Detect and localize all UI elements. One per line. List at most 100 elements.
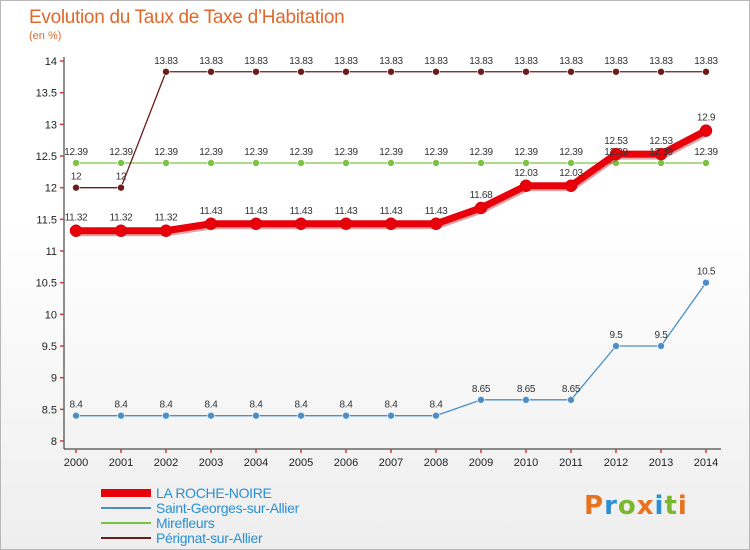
data-label: 12.39: [64, 147, 88, 158]
data-point: [162, 411, 170, 420]
data-point: [657, 159, 665, 167]
data-point: [432, 411, 440, 420]
data-label: 8.4: [429, 400, 443, 411]
proxiti-logo: Proxiti: [584, 491, 688, 521]
data-point: [567, 67, 575, 76]
series-line: [76, 282, 707, 417]
chart-data-labels: 11.32 11.32 11.32 11.43 11.43 11.43 11.43 11.43…: [64, 56, 719, 411]
y-tick-label: 14: [45, 56, 57, 68]
logo-letter: x: [636, 491, 655, 521]
data-label: 10.5: [697, 267, 716, 278]
data-point: [207, 67, 215, 76]
data-point: [612, 342, 620, 350]
data-point: [567, 396, 575, 404]
x-tick-label: 2014: [694, 457, 718, 469]
data-label: 12.39: [514, 147, 538, 158]
data-point: [297, 411, 305, 420]
data-point: [72, 159, 80, 167]
data-point: [252, 159, 260, 167]
data-point: [159, 224, 173, 237]
data-point: [342, 159, 350, 167]
data-label: 13.83: [649, 56, 673, 67]
x-tick-label: 2009: [469, 457, 493, 469]
y-tick-label: 8.5: [42, 404, 57, 416]
x-tick-label: 2006: [334, 457, 358, 469]
data-label: 13.83: [559, 56, 583, 67]
data-label: 12: [116, 172, 127, 183]
data-label: 11.43: [380, 206, 404, 217]
data-label: 13.83: [199, 56, 223, 67]
data-label: 12.39: [289, 147, 313, 158]
y-tick-label: 13.5: [36, 88, 57, 100]
series-line: [76, 71, 706, 189]
y-tick-label: 9: [51, 373, 57, 385]
series-1: [72, 278, 710, 420]
logo-letter: P: [584, 491, 605, 521]
data-label: 12.39: [379, 147, 403, 158]
x-tick-label: 2002: [154, 457, 178, 469]
data-label: 13.83: [514, 56, 538, 67]
x-tick-label: 2005: [289, 457, 313, 469]
data-label: 12.9: [697, 113, 716, 124]
data-point: [387, 67, 395, 76]
data-label: 13.83: [244, 56, 268, 67]
data-point: [207, 159, 215, 167]
chart-unit: (en %): [29, 30, 62, 42]
data-point: [117, 183, 125, 192]
data-label: 11.43: [425, 206, 449, 217]
series-2: [72, 159, 710, 167]
data-label: 13.83: [289, 56, 313, 67]
data-label: 12.39: [244, 147, 268, 158]
data-label: 11.68: [470, 190, 494, 201]
data-label: 12.53: [649, 136, 673, 147]
data-label: 13.83: [469, 56, 493, 67]
data-point: [519, 179, 533, 193]
data-label: 8.4: [114, 400, 128, 411]
data-label: 11.43: [290, 206, 314, 217]
x-tick-label: 2010: [514, 457, 538, 469]
data-point: [387, 411, 395, 420]
data-label: 11.43: [245, 206, 269, 217]
data-point: [609, 147, 623, 161]
data-point: [522, 396, 530, 404]
data-point: [342, 67, 350, 76]
data-point: [297, 159, 305, 167]
data-point: [699, 124, 713, 137]
data-point: [432, 159, 440, 167]
data-label: 12.39: [199, 147, 223, 158]
data-point: [477, 159, 485, 167]
data-point: [252, 67, 260, 76]
legend-label: Saint-Georges-sur-Allier: [156, 500, 299, 516]
legend-swatch: [101, 507, 151, 509]
data-point: [612, 67, 620, 76]
data-point: [249, 217, 263, 231]
data-label: 8.4: [69, 400, 83, 411]
data-label: 8.4: [339, 400, 353, 411]
logo-letter: t: [664, 491, 678, 521]
data-label: 12.39: [649, 147, 673, 158]
y-tick-label: 10.5: [36, 278, 57, 290]
data-point: [207, 411, 215, 420]
data-label: 13.83: [424, 56, 448, 67]
y-tick-label: 12.5: [36, 151, 57, 163]
data-point: [522, 159, 530, 167]
data-point: [69, 224, 83, 237]
legend-item: LA ROCHE-NOIRE: [101, 485, 501, 501]
data-label: 8.4: [249, 400, 263, 411]
data-label: 12.39: [109, 147, 133, 158]
y-tick-label: 13: [45, 119, 57, 131]
legend-label: Pérignat-sur-Allier: [156, 530, 263, 546]
data-point: [204, 217, 218, 231]
data-label: 11.43: [335, 206, 359, 217]
series-3: [72, 67, 710, 192]
data-point: [522, 67, 530, 76]
x-tick-label: 2004: [244, 457, 268, 469]
data-label: 8.4: [384, 400, 398, 411]
logo-letter: i: [654, 491, 665, 521]
data-point: [432, 67, 440, 76]
logo-letter: i: [677, 491, 688, 521]
data-label: 9.5: [609, 330, 623, 341]
data-label: 13.83: [604, 56, 628, 67]
data-point: [702, 159, 710, 167]
